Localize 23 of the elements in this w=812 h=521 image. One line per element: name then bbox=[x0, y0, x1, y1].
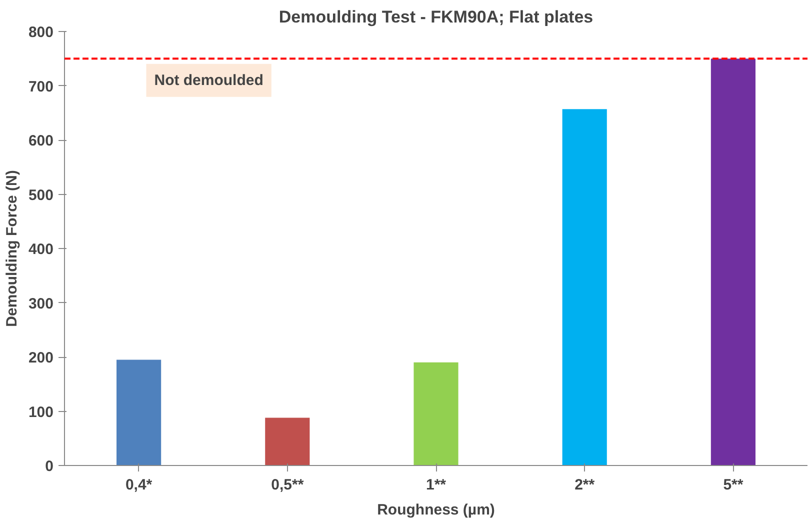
y-tick-label: 700 bbox=[28, 78, 54, 96]
bar bbox=[710, 58, 756, 466]
y-axis-title: Demoulding Force (N) bbox=[3, 170, 20, 327]
y-tick-label: 100 bbox=[28, 404, 54, 421]
x-tick-label: 2** bbox=[574, 476, 595, 494]
x-tick-label: 0,5** bbox=[271, 476, 304, 494]
bar bbox=[265, 418, 310, 466]
x-axis-title: Roughness (µm) bbox=[377, 502, 495, 518]
x-tick-label: 5** bbox=[723, 476, 744, 494]
y-tick-label: 200 bbox=[28, 350, 54, 366]
y-tick-label: 600 bbox=[28, 132, 54, 150]
y-tick-label: 300 bbox=[28, 295, 54, 312]
chart-title: Demoulding Test - FKM90A; Flat plates bbox=[278, 8, 594, 26]
bar bbox=[116, 360, 162, 466]
bar bbox=[414, 362, 458, 466]
x-tick-label: 0,4* bbox=[125, 476, 152, 494]
x-tick-label: 1** bbox=[426, 476, 446, 494]
y-tick-label: 500 bbox=[28, 186, 54, 204]
y-tick-label: 400 bbox=[28, 241, 54, 258]
bar bbox=[562, 109, 607, 466]
ref-line-label: Not demoulded bbox=[154, 72, 264, 89]
y-tick-label: 0 bbox=[45, 458, 54, 475]
y-tick-label: 800 bbox=[28, 24, 54, 41]
